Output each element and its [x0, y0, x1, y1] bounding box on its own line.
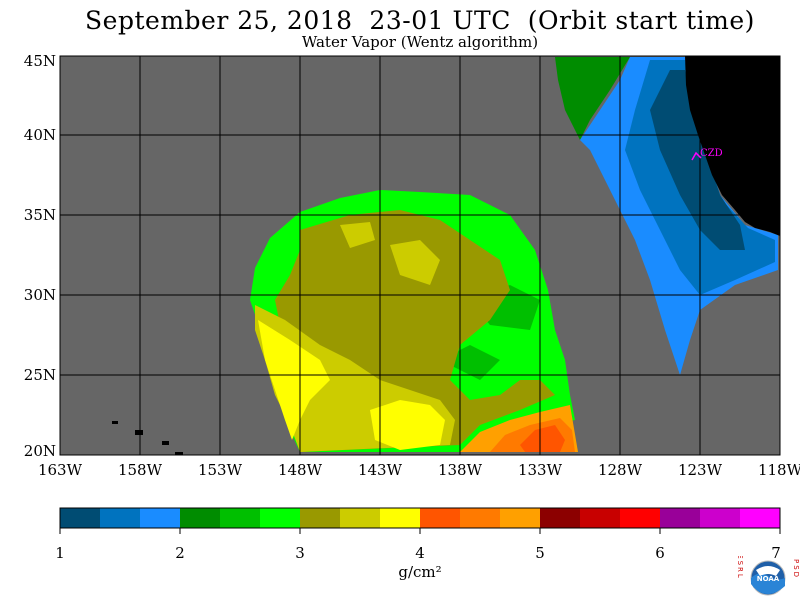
- colorbar-swatch: [340, 508, 380, 528]
- hawaii-islands: [112, 421, 183, 455]
- lon-label: 148W: [278, 461, 323, 479]
- swath-redorange-zone: [520, 425, 565, 452]
- colorbar-swatch: [460, 508, 500, 528]
- colorbar-swatch: [140, 508, 180, 528]
- colorbar-swatch: [260, 508, 300, 528]
- lon-label: 158W: [118, 461, 163, 479]
- colorbar: [59, 507, 781, 534]
- noaa-logo-text: NOAA: [757, 575, 780, 583]
- swath-yellow-zone: [258, 320, 445, 450]
- colorbar-swatch: [420, 508, 460, 528]
- colorbar-swatch: [100, 508, 140, 528]
- colorbar-swatch: [60, 508, 100, 528]
- lat-label: 20N: [24, 442, 56, 460]
- lon-label: 123W: [678, 461, 723, 479]
- colorbar-swatch: [700, 508, 740, 528]
- lat-labels: 45N 40N 35N 30N 25N 20N: [24, 52, 56, 460]
- swath-light-patches: [340, 222, 440, 285]
- colorbar-swatch: [380, 508, 420, 528]
- colorbar-label: 2: [175, 544, 185, 562]
- colorbar-swatch: [660, 508, 700, 528]
- lon-label: 133W: [518, 461, 563, 479]
- lat-label: 30N: [24, 286, 56, 304]
- lon-label: 138W: [438, 461, 483, 479]
- lat-label: 45N: [24, 52, 56, 70]
- station-marker: CZD: [691, 148, 723, 161]
- colorbar-swatch: [500, 508, 540, 528]
- colorbar-label: 5: [535, 544, 545, 562]
- station-label: CZD: [700, 148, 723, 159]
- colorbar-label: 7: [771, 544, 781, 562]
- colorbar-units: g/cm²: [398, 563, 442, 581]
- colorbar-swatch: [620, 508, 660, 528]
- noaa-logo: NOAA ESRL PSD: [736, 556, 800, 596]
- lon-label: 153W: [198, 461, 243, 479]
- colorbar-label: 6: [655, 544, 665, 562]
- colorbar-swatch: [180, 508, 220, 528]
- colorbar-swatch: [540, 508, 580, 528]
- lon-label: 143W: [358, 461, 403, 479]
- colorbar-label: 4: [415, 544, 425, 562]
- logo-letter-right: PSD: [792, 559, 800, 579]
- lon-labels: 163W 158W 153W 148W 143W 138W 133W 128W …: [38, 461, 800, 479]
- grid-lines: [60, 56, 780, 455]
- chart-subtitle: Water Vapor (Wentz algorithm): [301, 33, 539, 51]
- chart-title: September 25, 2018 23-01 UTC (Orbit star…: [85, 6, 755, 35]
- colorbar-swatch: [300, 508, 340, 528]
- colorbar-label: 3: [295, 544, 305, 562]
- map-frame: [59, 55, 781, 456]
- coastal-dark-blue-zone: [650, 70, 745, 250]
- lon-label: 118W: [758, 461, 800, 479]
- logo-letter-left: ESRL: [736, 556, 744, 580]
- lat-label: 40N: [24, 126, 56, 144]
- coastal-green-zone: [555, 57, 630, 140]
- lat-label: 25N: [24, 366, 56, 384]
- lat-label: 35N: [24, 206, 56, 224]
- colorbar-swatch: [740, 508, 780, 528]
- colorbar-label: 1: [55, 544, 65, 562]
- land-mass: [685, 56, 780, 236]
- colorbar-swatch: [220, 508, 260, 528]
- colorbar-swatch: [580, 508, 620, 528]
- lon-label: 163W: [38, 461, 83, 479]
- lon-label: 128W: [598, 461, 643, 479]
